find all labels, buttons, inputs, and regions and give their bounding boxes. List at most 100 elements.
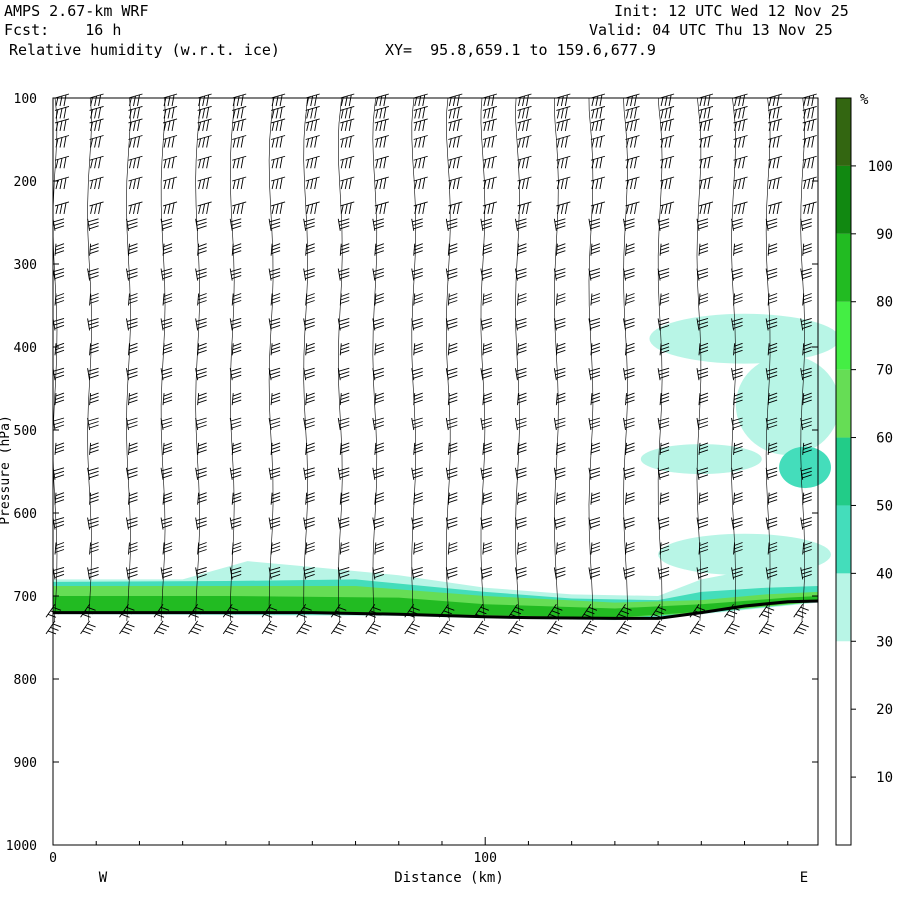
wind-barb — [588, 517, 601, 530]
wind-barb — [87, 268, 99, 281]
wind-barb — [625, 243, 635, 256]
wind-barb-column — [800, 97, 805, 621]
wind-barb — [305, 176, 320, 190]
wind-barb — [54, 106, 70, 119]
wind-barb-layer — [45, 93, 817, 635]
wind-barb-column — [268, 97, 274, 621]
wind-barb — [517, 243, 527, 256]
wind-barb — [54, 442, 65, 455]
wind-barb — [303, 268, 315, 281]
wind-barb — [87, 367, 99, 381]
wind-barb — [590, 542, 601, 555]
wind-barb — [696, 317, 709, 331]
wind-barb — [802, 442, 812, 455]
wind-barb — [89, 201, 104, 214]
wind-barb — [659, 442, 670, 455]
wind-barb — [339, 243, 350, 256]
wind-barb — [232, 135, 247, 148]
wind-barb — [623, 317, 635, 331]
wind-barb — [590, 135, 606, 148]
wind-barb — [698, 293, 709, 306]
wind-barb — [657, 268, 670, 281]
wind-barb — [733, 442, 743, 455]
wind-barb — [480, 517, 493, 530]
wind-barb — [153, 620, 170, 635]
wind-barb — [89, 243, 99, 256]
colorbar-tick-label: 10 — [876, 770, 893, 786]
wind-barb — [197, 201, 212, 214]
wind-barb — [195, 218, 207, 231]
wind-barb — [229, 467, 242, 480]
wind-barb — [89, 155, 104, 169]
wind-barb — [413, 135, 428, 148]
colorbar-tick-label: 20 — [876, 702, 893, 718]
wind-barb — [413, 243, 423, 256]
wind-barb — [89, 492, 99, 505]
wind-barb — [340, 118, 355, 131]
wind-barb — [517, 93, 532, 107]
wind-barb — [162, 243, 173, 256]
xy-range: XY= 95.8,659.1 to 159.6,677.9 — [385, 41, 656, 59]
wind-barb-column — [229, 97, 235, 621]
wind-barb — [89, 135, 104, 148]
wind-barb — [128, 293, 138, 306]
wind-barb — [339, 392, 350, 406]
wind-barb — [296, 620, 312, 635]
wind-barb — [517, 106, 532, 119]
y-axis-label: Pressure (hPa) — [0, 415, 13, 525]
wind-barb — [231, 293, 242, 306]
wind-barb — [374, 135, 389, 148]
colorbar-tick-label: 90 — [876, 227, 893, 243]
wind-barb — [303, 517, 315, 530]
wind-barb — [731, 218, 743, 231]
wind-barb — [625, 492, 635, 505]
wind-barb — [160, 467, 173, 480]
wind-barb — [546, 620, 563, 635]
wind-barb — [305, 293, 315, 306]
wind-barb — [448, 118, 463, 131]
wind-barb — [447, 442, 458, 455]
wind-barb — [270, 492, 281, 505]
wind-barb — [87, 566, 99, 580]
wind-barb — [447, 342, 458, 356]
wind-barb — [758, 620, 775, 635]
wind-barb — [448, 93, 463, 107]
wind-barb-column — [160, 97, 166, 621]
wind-barb — [197, 392, 207, 406]
wind-barb — [448, 176, 463, 190]
wind-barb — [162, 293, 173, 306]
wind-barb — [480, 417, 493, 431]
wind-barb — [588, 218, 601, 231]
wind-barb — [768, 176, 783, 190]
wind-barb — [411, 268, 423, 281]
wind-barb — [126, 517, 138, 530]
wind-barb — [659, 542, 670, 555]
wind-barb — [305, 342, 315, 356]
colorbar: 10 20 30 40 50 60 70 80 90 100 — [835, 97, 893, 846]
wind-barb-column — [554, 97, 559, 621]
wind-barb — [553, 317, 566, 331]
y-tick-label: 300 — [14, 258, 37, 273]
wind-barb — [625, 542, 635, 555]
wind-barb — [659, 342, 670, 356]
wind-barb — [231, 342, 242, 356]
wind-barb — [588, 417, 601, 431]
wind-barb — [270, 243, 281, 256]
wind-barb — [411, 367, 423, 381]
wind-barb — [689, 604, 706, 618]
wind-barb — [696, 367, 709, 381]
colorbar-tick-label: 40 — [876, 566, 893, 582]
wind-barb — [480, 566, 493, 580]
wind-barb — [340, 135, 355, 148]
wind-barb — [80, 620, 96, 635]
wind-barb — [733, 106, 748, 119]
wind-barb — [195, 317, 207, 331]
wind-barb — [54, 135, 70, 148]
wind-barb — [517, 293, 527, 306]
wind-barb — [413, 155, 428, 169]
wind-barb — [337, 417, 350, 431]
wind-barb — [162, 442, 173, 455]
wind-barb — [482, 342, 493, 356]
wind-barb — [128, 342, 138, 356]
wind-barb — [482, 293, 493, 306]
